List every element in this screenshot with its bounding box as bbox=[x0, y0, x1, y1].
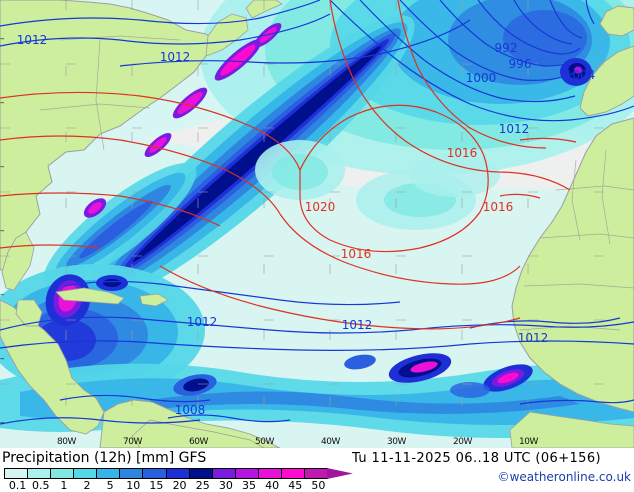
isobar-label-1012-1: 1012 bbox=[159, 50, 191, 64]
longitude-label-30W: 30W bbox=[387, 437, 406, 447]
longitude-label-50W: 50W bbox=[255, 437, 274, 447]
colorbar-tick-25: 25 bbox=[195, 479, 210, 492]
colorbar-swatch-15 bbox=[143, 469, 167, 478]
colorbar-tick-35: 35 bbox=[242, 479, 256, 492]
colorbar-tick-15: 15 bbox=[149, 479, 164, 492]
colorbar-swatch-5 bbox=[97, 469, 121, 478]
longitude-label-10W: 10W bbox=[519, 437, 538, 447]
latitude-tick-3: – bbox=[0, 226, 5, 236]
isobar-label-1020-8: 1020 bbox=[304, 200, 336, 214]
isobar-label-1004-5: 1004 bbox=[564, 68, 596, 82]
isobar-label-1012-0: 1012 bbox=[16, 33, 48, 47]
colorbar-swatch-40 bbox=[258, 469, 282, 478]
latitude-tick-2: – bbox=[0, 162, 5, 172]
isobar-label-1016-7: 1016 bbox=[446, 146, 478, 160]
colorbar-tick-0.5: 0.5 bbox=[31, 479, 50, 492]
isobar-label-1012-12: 1012 bbox=[341, 318, 373, 332]
isobar-label-996-3: 996 bbox=[508, 57, 532, 71]
landmasses bbox=[0, 0, 634, 448]
colorbar-swatch-25 bbox=[189, 469, 213, 478]
isobars-low bbox=[0, 0, 634, 425]
colorbar-swatch-10 bbox=[120, 469, 144, 478]
colorbar-swatch-1 bbox=[51, 469, 75, 478]
colorbar-tick-labels: 0.1 0.5 1 2 5 10 15 20 25 30 35 40 45 50 bbox=[4, 479, 364, 492]
isobar-label-992-2: 992 bbox=[494, 41, 518, 55]
colorbar-tick-20: 20 bbox=[172, 479, 187, 492]
latitude-tick-1: – bbox=[0, 98, 5, 108]
isobar-label-1008-14: 1008 bbox=[174, 403, 206, 417]
isobars-high bbox=[0, 0, 577, 330]
colorbar[interactable]: 0.1 0.5 1 2 5 10 15 20 25 30 35 40 45 50 bbox=[4, 468, 364, 492]
colorbar-overflow-arrow bbox=[327, 468, 353, 479]
isobar-label-1016-9: 1016 bbox=[482, 200, 514, 214]
administrative-borders bbox=[39, 35, 634, 331]
colorbar-swatch-50 bbox=[305, 469, 328, 478]
colorbar-swatch-2 bbox=[74, 469, 98, 478]
model-run-timestamp: Tu 11-11-2025 06..18 UTC (06+156) bbox=[352, 451, 601, 466]
colorbar-swatch-30 bbox=[212, 469, 236, 478]
colorbar-tick-10: 10 bbox=[126, 479, 141, 492]
footer: Precipitation (12h) [mm] GFS Tu 11-11-20… bbox=[0, 448, 634, 492]
latitude-tick-5: – bbox=[0, 354, 5, 364]
longitude-label-60W: 60W bbox=[189, 437, 208, 447]
isobar-label-1000-4: 1000 bbox=[465, 71, 497, 85]
map-canvas bbox=[0, 0, 634, 448]
isobar-label-1012-13: 1012 bbox=[517, 331, 549, 345]
colorbar-tick-5: 5 bbox=[106, 479, 114, 492]
colorbar-tick-50: 50 bbox=[311, 479, 326, 492]
colorbar-swatch-35 bbox=[235, 469, 259, 478]
longitude-label-80W: 80W bbox=[57, 437, 76, 447]
colorbar-swatch-0.5 bbox=[28, 469, 52, 478]
colorbar-swatch-20 bbox=[166, 469, 190, 478]
colorbar-tick-0.1: 0.1 bbox=[8, 479, 27, 492]
isobar-label-1012-6: 1012 bbox=[498, 122, 530, 136]
isobar-label-1012-11: 1012 bbox=[186, 315, 218, 329]
colorbar-swatches[interactable] bbox=[4, 468, 328, 479]
colorbar-tick-45: 45 bbox=[288, 479, 303, 492]
colorbar-swatch-0.1 bbox=[5, 469, 29, 478]
colorbar-tick-2: 2 bbox=[83, 479, 91, 492]
latitude-tick-4: – bbox=[0, 290, 5, 300]
colorbar-swatch-45 bbox=[281, 469, 306, 478]
colorbar-tick-1: 1 bbox=[60, 479, 68, 492]
colorbar-tick-40: 40 bbox=[265, 479, 280, 492]
longitude-label-70W: 70W bbox=[123, 437, 142, 447]
latlon-grid bbox=[0, 0, 634, 448]
colorbar-tick-30: 30 bbox=[218, 479, 233, 492]
longitude-label-40W: 40W bbox=[321, 437, 340, 447]
copyright-notice: ©weatheronline.co.uk bbox=[497, 470, 631, 484]
precipitation-map[interactable]: 1012 1012 992 996 1000 1004 1012 1016 1020 1016 10… bbox=[0, 0, 634, 448]
page-title: Precipitation (12h) [mm] GFS bbox=[2, 450, 207, 466]
latitude-tick-0: – bbox=[0, 34, 5, 44]
latitude-tick-6: – bbox=[0, 418, 5, 428]
isobar-label-1016-10: 1016 bbox=[340, 247, 372, 261]
longitude-label-20W: 20W bbox=[453, 437, 472, 447]
